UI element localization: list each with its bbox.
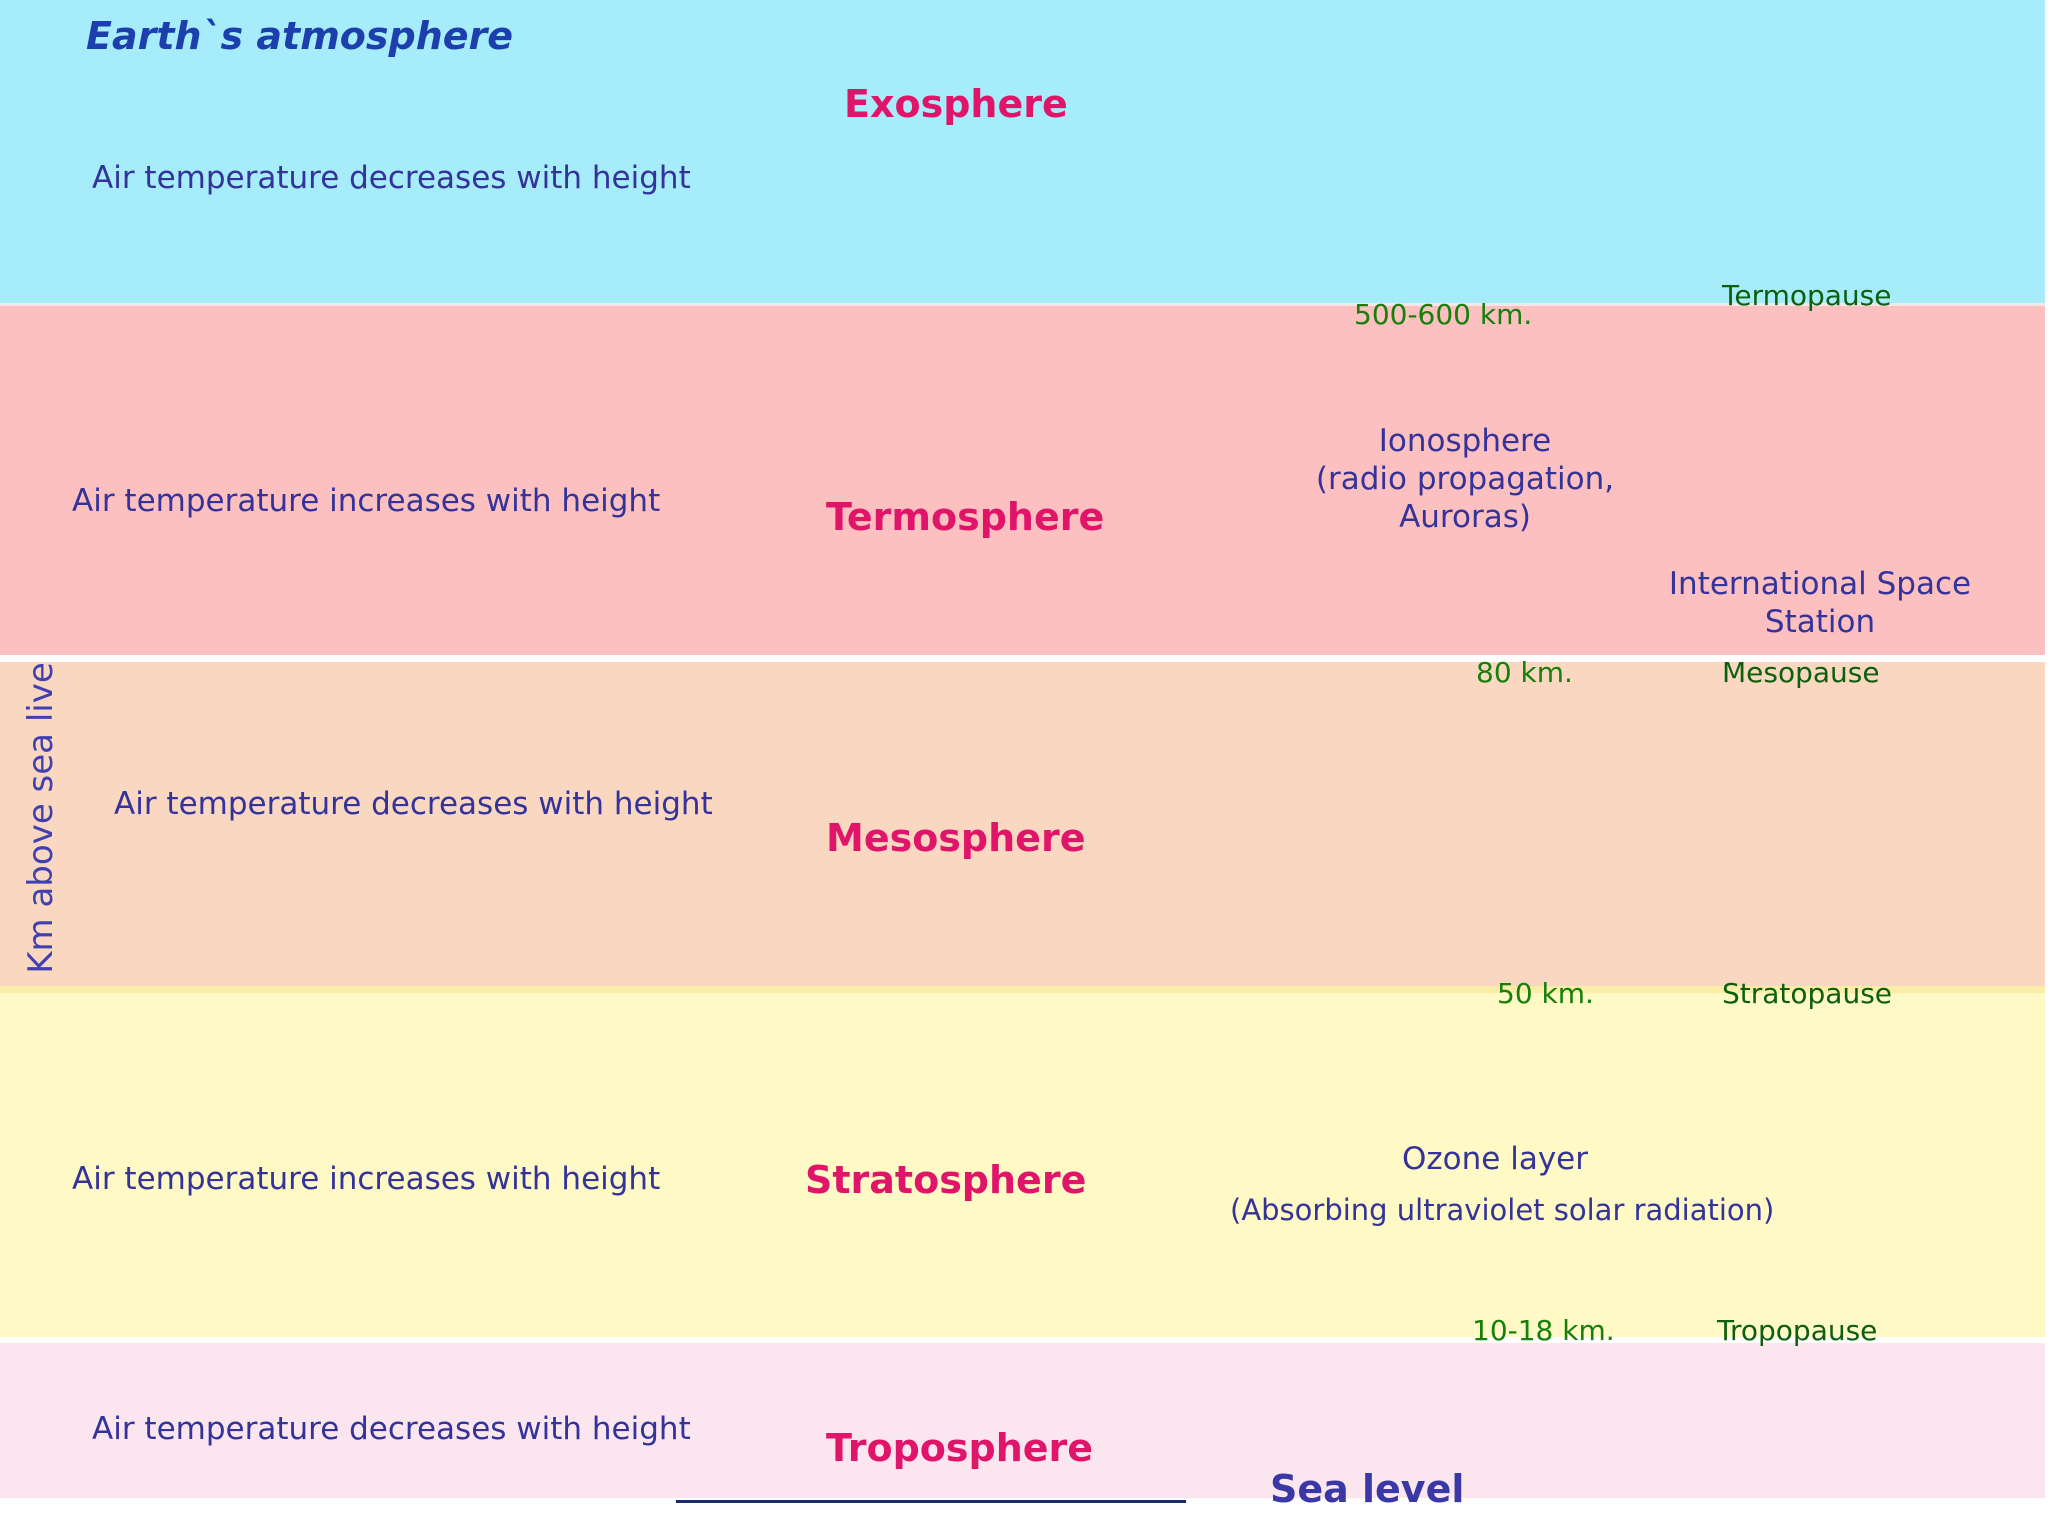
tropopause-altitude: 10-18 km. xyxy=(1472,1314,1615,1347)
exosphere-name: Exosphere xyxy=(844,82,1068,126)
ozone-subtitle: (Absorbing ultraviolet solar radiation) xyxy=(1230,1193,1775,1227)
mesopause-label: Mesopause xyxy=(1722,656,1880,689)
ionosphere-title: Ionosphere xyxy=(1378,423,1552,459)
exosphere-layer xyxy=(0,0,2045,303)
sea-level-line xyxy=(676,1500,1186,1503)
termopause-label: Termopause xyxy=(1722,279,1892,312)
ionosphere-note: Ionosphere (radio propagation, Auroras) xyxy=(1245,422,1685,536)
stratopause-label: Stratopause xyxy=(1722,977,1893,1010)
stratosphere-description: Air temperature increases with height xyxy=(72,1161,661,1197)
diagram-title: Earth`s atmosphere xyxy=(86,14,514,58)
termosphere-name: Termosphere xyxy=(826,495,1105,539)
termosphere-layer xyxy=(0,306,2045,655)
termopause-altitude: 500-600 km. xyxy=(1354,298,1533,331)
iss-line1: International Space xyxy=(1668,566,1972,602)
iss-note: International Space Station xyxy=(1620,565,2020,641)
mesosphere-name: Mesosphere xyxy=(826,816,1086,860)
mesopause-altitude: 80 km. xyxy=(1476,656,1573,689)
ozone-title: Ozone layer xyxy=(1402,1141,1588,1177)
mesosphere-layer xyxy=(0,662,2045,986)
stratopause-altitude: 50 km. xyxy=(1497,977,1594,1010)
sea-level-label: Sea level xyxy=(1270,1467,1465,1511)
tropopause-label: Tropopause xyxy=(1717,1314,1878,1347)
layer-divider xyxy=(0,303,2045,306)
troposphere-layer xyxy=(0,1343,2045,1498)
stratosphere-layer xyxy=(0,993,2045,1337)
iss-line2: Station xyxy=(1764,604,1876,640)
ionosphere-line2: (radio propagation, xyxy=(1315,461,1615,497)
exosphere-description: Air temperature decreases with height xyxy=(92,160,691,196)
layer-divider xyxy=(0,986,2045,996)
axis-label: Km above sea live xyxy=(21,662,61,974)
troposphere-name: Troposphere xyxy=(826,1426,1094,1470)
termosphere-description: Air temperature increases with height xyxy=(72,483,661,519)
ionosphere-line3: Auroras) xyxy=(1399,499,1531,535)
mesosphere-description: Air temperature decreases with height xyxy=(114,786,713,822)
troposphere-description: Air temperature decreases with height xyxy=(92,1411,691,1447)
stratosphere-name: Stratosphere xyxy=(805,1158,1087,1202)
